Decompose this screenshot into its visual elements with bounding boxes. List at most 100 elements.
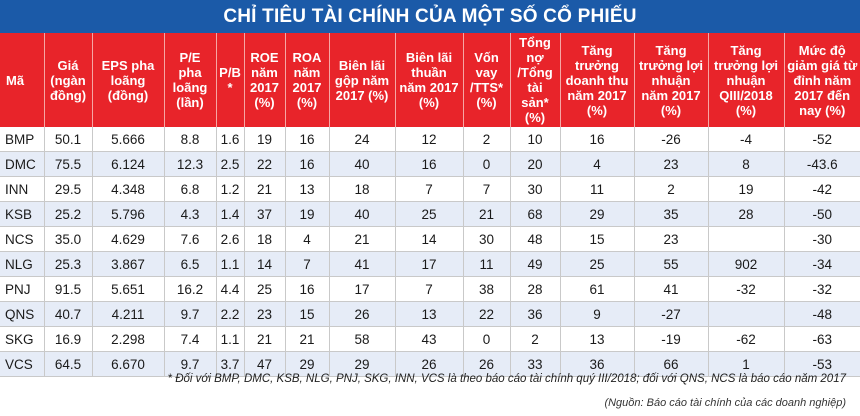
table-cell: 1.1 — [216, 251, 245, 277]
table-cell: 4.629 — [92, 226, 165, 252]
column-header-profit-growth-2017: Tăng trưởng lợi nhuận năm 2017 (%) — [634, 33, 709, 127]
table-cell: 16.2 — [164, 276, 217, 302]
table-cell: 1 — [708, 351, 785, 377]
table-cell: 29.5 — [44, 176, 93, 202]
table-cell: -42 — [784, 176, 860, 202]
table-cell: 5.796 — [92, 201, 165, 227]
table-cell: 5.651 — [92, 276, 165, 302]
ticker-cell: KSB — [0, 201, 45, 227]
column-header-price: Giá (ngàn đồng) — [44, 33, 93, 127]
table-cell: 2 — [634, 176, 709, 202]
column-header-gross-margin: Biên lãi gộp năm 2017 (%) — [329, 33, 396, 127]
table-cell: 66 — [634, 351, 709, 377]
column-header-price-decline: Mức độ giảm giá từ đỉnh năm 2017 đến nay… — [784, 33, 860, 127]
table-cell: 2.298 — [92, 326, 165, 352]
column-header-profit-growth-q3: Tăng trưởng lợi nhuận QIII/2018 (%) — [708, 33, 785, 127]
table-cell: 15 — [560, 226, 635, 252]
table-cell: 75.5 — [44, 151, 93, 177]
table-cell: 18 — [329, 176, 396, 202]
table-cell: 18 — [244, 226, 286, 252]
table-cell: 24 — [329, 127, 396, 152]
table-row: DMC 75.5 6.124 12.3 2.5 22 16 40 16 0 20 4 23 8 -43.6 — [0, 151, 860, 177]
table-cell: 30 — [510, 176, 561, 202]
table-cell: 16 — [285, 276, 330, 302]
table-cell: 21 — [244, 176, 286, 202]
table-cell: -63 — [784, 326, 860, 352]
table-cell: 40 — [329, 201, 396, 227]
table-cell: 2.5 — [216, 151, 245, 177]
table-cell: 23 — [244, 301, 286, 327]
table-cell: 26 — [329, 301, 396, 327]
financial-indicators-table: Mã Giá (ngàn đồng) EPS pha loãng (đồng) … — [0, 33, 860, 377]
table-row: BMP 50.1 5.666 8.8 1.6 19 16 24 12 2 10 16 -26 -4 -52 — [0, 127, 860, 152]
table-cell: 38 — [463, 276, 511, 302]
table-cell: 9.7 — [164, 351, 217, 377]
table-row: PNJ 91.5 5.651 16.2 4.4 25 16 17 7 38 28 61 41 -32 -32 — [0, 276, 860, 302]
column-header-pe: P/E pha loãng (lần) — [164, 33, 217, 127]
table-cell: 43 — [395, 326, 464, 352]
table-cell: 1.1 — [216, 326, 245, 352]
table-cell: -34 — [784, 251, 860, 277]
table-cell: 28 — [708, 201, 785, 227]
table-cell: 25 — [395, 201, 464, 227]
table-cell: 19 — [244, 127, 286, 152]
column-header-pb: P/B * — [216, 33, 245, 127]
column-header-roe: ROE năm 2017 (%) — [244, 33, 286, 127]
table-cell: -48 — [784, 301, 860, 327]
table-cell: 11 — [560, 176, 635, 202]
table-cell: 902 — [708, 251, 785, 277]
table-cell: 12.3 — [164, 151, 217, 177]
table-cell: -62 — [708, 326, 785, 352]
table-cell: 35.0 — [44, 226, 93, 252]
table-cell: 15 — [285, 301, 330, 327]
table-cell: 30 — [463, 226, 511, 252]
table-cell: 19 — [708, 176, 785, 202]
table-cell: -32 — [784, 276, 860, 302]
ticker-cell: QNS — [0, 301, 45, 327]
table-cell: 11 — [463, 251, 511, 277]
table-cell: 23 — [634, 226, 709, 252]
table-cell: 21 — [329, 226, 396, 252]
table-cell: 29 — [560, 201, 635, 227]
table-cell: 6.8 — [164, 176, 217, 202]
table-cell: -52 — [784, 127, 860, 152]
ticker-cell: BMP — [0, 127, 45, 152]
table-cell: 41 — [634, 276, 709, 302]
table-cell: 6.670 — [92, 351, 165, 377]
table-title: CHỈ TIÊU TÀI CHÍNH CỦA MỘT SỐ CỔ PHIẾU — [0, 0, 860, 33]
table-cell: 91.5 — [44, 276, 93, 302]
table-cell: 17 — [395, 251, 464, 277]
ticker-cell: VCS — [0, 351, 45, 377]
table-cell: 9.7 — [164, 301, 217, 327]
table-cell: 29 — [285, 351, 330, 377]
table-cell: 21 — [285, 326, 330, 352]
table-cell: 33 — [510, 351, 561, 377]
table-cell: 10 — [510, 127, 561, 152]
table-cell: 7.4 — [164, 326, 217, 352]
ticker-cell: NCS — [0, 226, 45, 252]
table-cell: -19 — [634, 326, 709, 352]
table-cell: 16 — [395, 151, 464, 177]
table-cell: 29 — [329, 351, 396, 377]
table-cell: -27 — [634, 301, 709, 327]
table-cell: 7 — [395, 276, 464, 302]
table-cell: 64.5 — [44, 351, 93, 377]
table-cell: 13 — [285, 176, 330, 202]
table-cell: 2 — [510, 326, 561, 352]
table-cell: 40.7 — [44, 301, 93, 327]
table-cell: 8 — [708, 151, 785, 177]
table-cell: 7 — [395, 176, 464, 202]
table-cell: 4.3 — [164, 201, 217, 227]
table-cell: -53 — [784, 351, 860, 377]
table-cell: 17 — [329, 276, 396, 302]
table-cell: 5.666 — [92, 127, 165, 152]
table-cell: 1.4 — [216, 201, 245, 227]
table-cell: 37 — [244, 201, 286, 227]
table-cell: 47 — [244, 351, 286, 377]
table-cell: 4.348 — [92, 176, 165, 202]
table-cell: 4.4 — [216, 276, 245, 302]
table-cell: 26 — [463, 351, 511, 377]
column-header-revenue-growth: Tăng trưởng doanh thu năm 2017 (%) — [560, 33, 635, 127]
table-cell: -50 — [784, 201, 860, 227]
